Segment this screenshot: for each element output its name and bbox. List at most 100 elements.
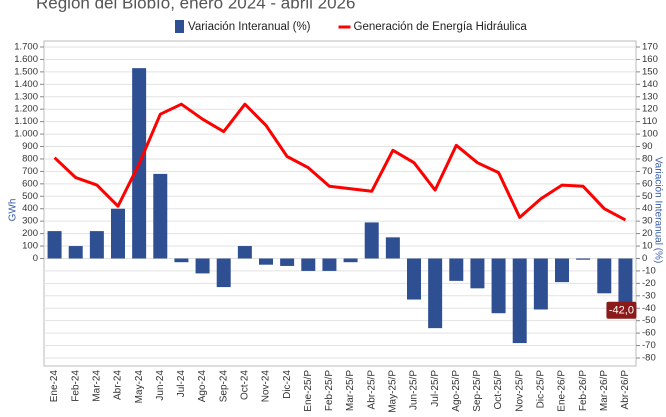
y-tick-label: 1.000	[14, 129, 38, 140]
x-tick-label: Jun-25/P	[409, 370, 420, 410]
x-tick-label: Oct-25/P	[493, 370, 504, 410]
x-tick-label: Ene-24	[49, 370, 60, 403]
bar	[597, 258, 612, 294]
y-tick-label: 100	[22, 241, 38, 252]
bar	[174, 258, 189, 263]
y2-tick-label: 10	[642, 241, 653, 252]
y-tick-label: 1.100	[14, 116, 38, 127]
x-tick-label: Abr-25/P	[366, 370, 377, 410]
y2-axis-label: Variación Interanual (%)	[652, 157, 663, 264]
x-tick-label: Nov-24	[261, 370, 272, 403]
bar	[111, 208, 125, 259]
bar	[364, 222, 379, 259]
x-tick-label: Feb-25/P	[324, 370, 335, 411]
y-tick-label: 600	[22, 178, 38, 189]
y-tick-label: 1.400	[14, 79, 38, 90]
y2-tick-label: -30	[642, 290, 656, 301]
y2-tick-label: -10	[642, 265, 656, 276]
bar	[68, 246, 83, 259]
x-tick-label: Jul-25/P	[430, 370, 441, 407]
y2-tick-label: 90	[642, 141, 653, 152]
x-tick-label: Mar-26/P	[599, 370, 610, 411]
bar	[301, 258, 316, 271]
y-tick-label: 500	[22, 191, 38, 202]
y2-tick-label: 160	[642, 54, 658, 65]
y2-tick-label: 20	[642, 228, 653, 239]
value-label-box	[606, 301, 637, 319]
legend-item: Variación Interanual (%)	[175, 20, 311, 33]
bar	[216, 258, 231, 288]
bar	[449, 258, 464, 281]
bar	[576, 258, 591, 260]
x-tick-label: Ago-24	[197, 370, 208, 403]
x-tick-label: Abr-26/P	[620, 370, 631, 410]
x-tick-label: Mar-25/P	[345, 370, 356, 411]
x-tick-label: Sep-25/P	[472, 370, 483, 412]
y-tick-label: 700	[22, 166, 38, 177]
y2-tick-label: 30	[642, 216, 653, 227]
x-tick-label: Ago-25/P	[451, 370, 462, 412]
bar	[470, 258, 485, 289]
y-tick-label: 200	[22, 228, 38, 239]
bar	[89, 231, 104, 259]
x-tick-label: Abr-24	[113, 370, 124, 400]
y-tick-label: 1.300	[14, 91, 38, 102]
y2-tick-label: -60	[642, 328, 656, 339]
y2-tick-label: 60	[642, 178, 653, 189]
x-tick-label: Dic-25/P	[535, 370, 546, 409]
x-tick-label: Mar-24	[91, 370, 102, 402]
legend-item: Generación de Energía Hidráulica	[338, 21, 528, 33]
y-tick-label: 400	[22, 203, 38, 214]
bar	[343, 258, 358, 263]
y2-tick-label: -20	[642, 278, 656, 289]
y2-tick-label: 40	[642, 203, 653, 214]
y2-tick-label: 150	[642, 66, 658, 77]
y2-tick-label: 170	[642, 42, 658, 53]
bar	[428, 258, 443, 329]
x-tick-label: Feb-24	[70, 370, 81, 402]
x-tick-label: Oct-24	[239, 370, 250, 400]
y-tick-label: 1.600	[14, 54, 38, 65]
bar	[280, 258, 295, 266]
y2-tick-label: -40	[642, 303, 656, 314]
y2-tick-label: 70	[642, 166, 653, 177]
y-tick-label: 1.700	[14, 42, 38, 53]
x-tick-label: Jun-24	[155, 370, 166, 401]
x-tick-label: May-25/P	[387, 370, 398, 413]
y-tick-label: 1.500	[14, 66, 38, 77]
y-tick-label: 1.200	[14, 104, 38, 115]
bar	[491, 258, 506, 314]
bar	[512, 258, 527, 344]
y2-tick-label: 100	[642, 129, 658, 140]
x-tick-label: Sep-24	[218, 370, 229, 403]
bar	[259, 258, 273, 265]
bar	[385, 237, 400, 259]
y-tick-label: 300	[22, 216, 38, 227]
y2-tick-label: -70	[642, 340, 656, 351]
y2-tick-label: 50	[642, 191, 653, 202]
y-tick-label: 800	[22, 153, 38, 164]
x-tick-label: Jul-24	[176, 370, 187, 398]
x-tick-label: Dic-24	[282, 370, 293, 399]
bar	[555, 258, 569, 283]
y2-tick-label: 120	[642, 104, 658, 115]
x-tick-label: May-24	[134, 370, 145, 404]
x-tick-label: Ene-26/P	[557, 370, 568, 412]
bar	[237, 246, 252, 259]
y2-tick-label: 80	[642, 153, 653, 164]
bar	[407, 258, 421, 300]
x-tick-label: Nov-25/P	[514, 370, 525, 412]
plot-frame	[43, 40, 637, 367]
legend-swatch	[175, 20, 184, 33]
legend-label: Generación de Energía Hidráulica	[354, 21, 528, 33]
y-tick-label: 0	[33, 253, 38, 264]
y2-tick-label: -80	[642, 353, 656, 364]
x-tick-label: Feb-26/P	[578, 370, 589, 411]
y2-tick-label: -50	[642, 315, 656, 326]
bar	[322, 258, 337, 271]
y2-tick-label: 140	[642, 79, 658, 90]
bar	[195, 258, 210, 274]
bar	[153, 173, 168, 259]
legend-label: Variación Interanual (%)	[188, 21, 311, 33]
